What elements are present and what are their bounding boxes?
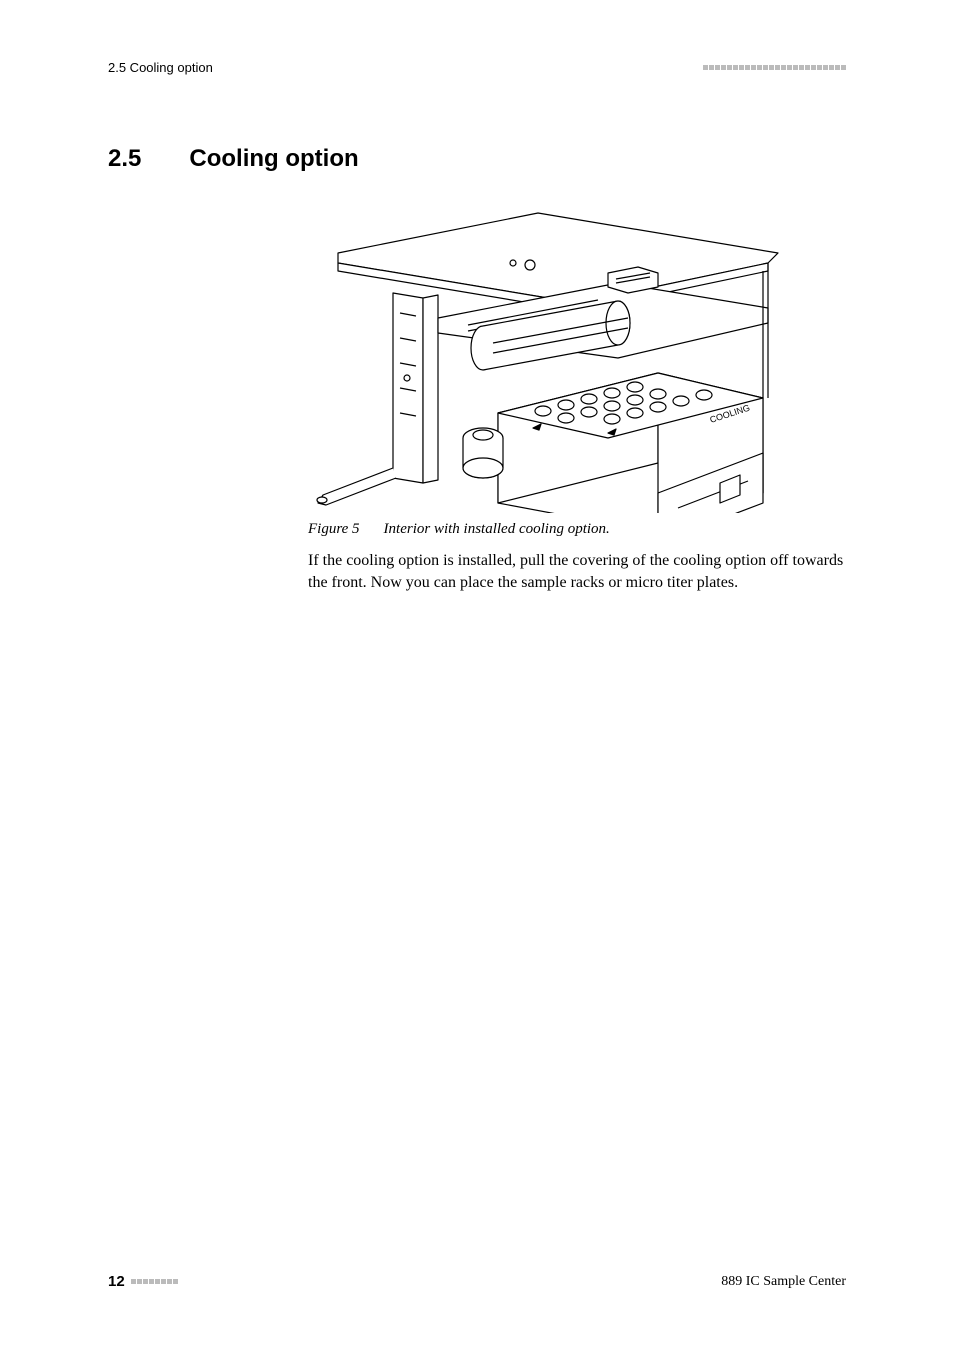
page-header: 2.5 Cooling option — [108, 60, 846, 75]
content-block: COOLING — [308, 203, 846, 595]
page-number: 12 — [108, 1273, 125, 1290]
figure-caption: Figure 5 Interior with installed cooling … — [308, 521, 846, 538]
section-title: Cooling option — [189, 145, 358, 173]
section-number: 2.5 — [108, 145, 141, 173]
header-dashes — [703, 65, 846, 70]
figure-illustration: COOLING — [308, 203, 788, 513]
footer-dashes — [131, 1279, 178, 1284]
header-section-ref: 2.5 Cooling option — [108, 60, 213, 75]
page-footer: 12 889 IC Sample Center — [108, 1273, 846, 1290]
cooling-option-drawing: COOLING — [308, 203, 788, 513]
section-heading: 2.5 Cooling option — [108, 145, 846, 173]
figure-label: Figure 5 — [308, 521, 360, 537]
page: 2.5 Cooling option 2.5 Cooling option — [0, 0, 954, 1350]
body-paragraph: If the cooling option is installed, pull… — [308, 550, 846, 595]
figure-caption-text: Interior with installed cooling option. — [384, 521, 610, 537]
footer-left: 12 — [108, 1273, 178, 1290]
footer-doc-title: 889 IC Sample Center — [721, 1274, 846, 1290]
